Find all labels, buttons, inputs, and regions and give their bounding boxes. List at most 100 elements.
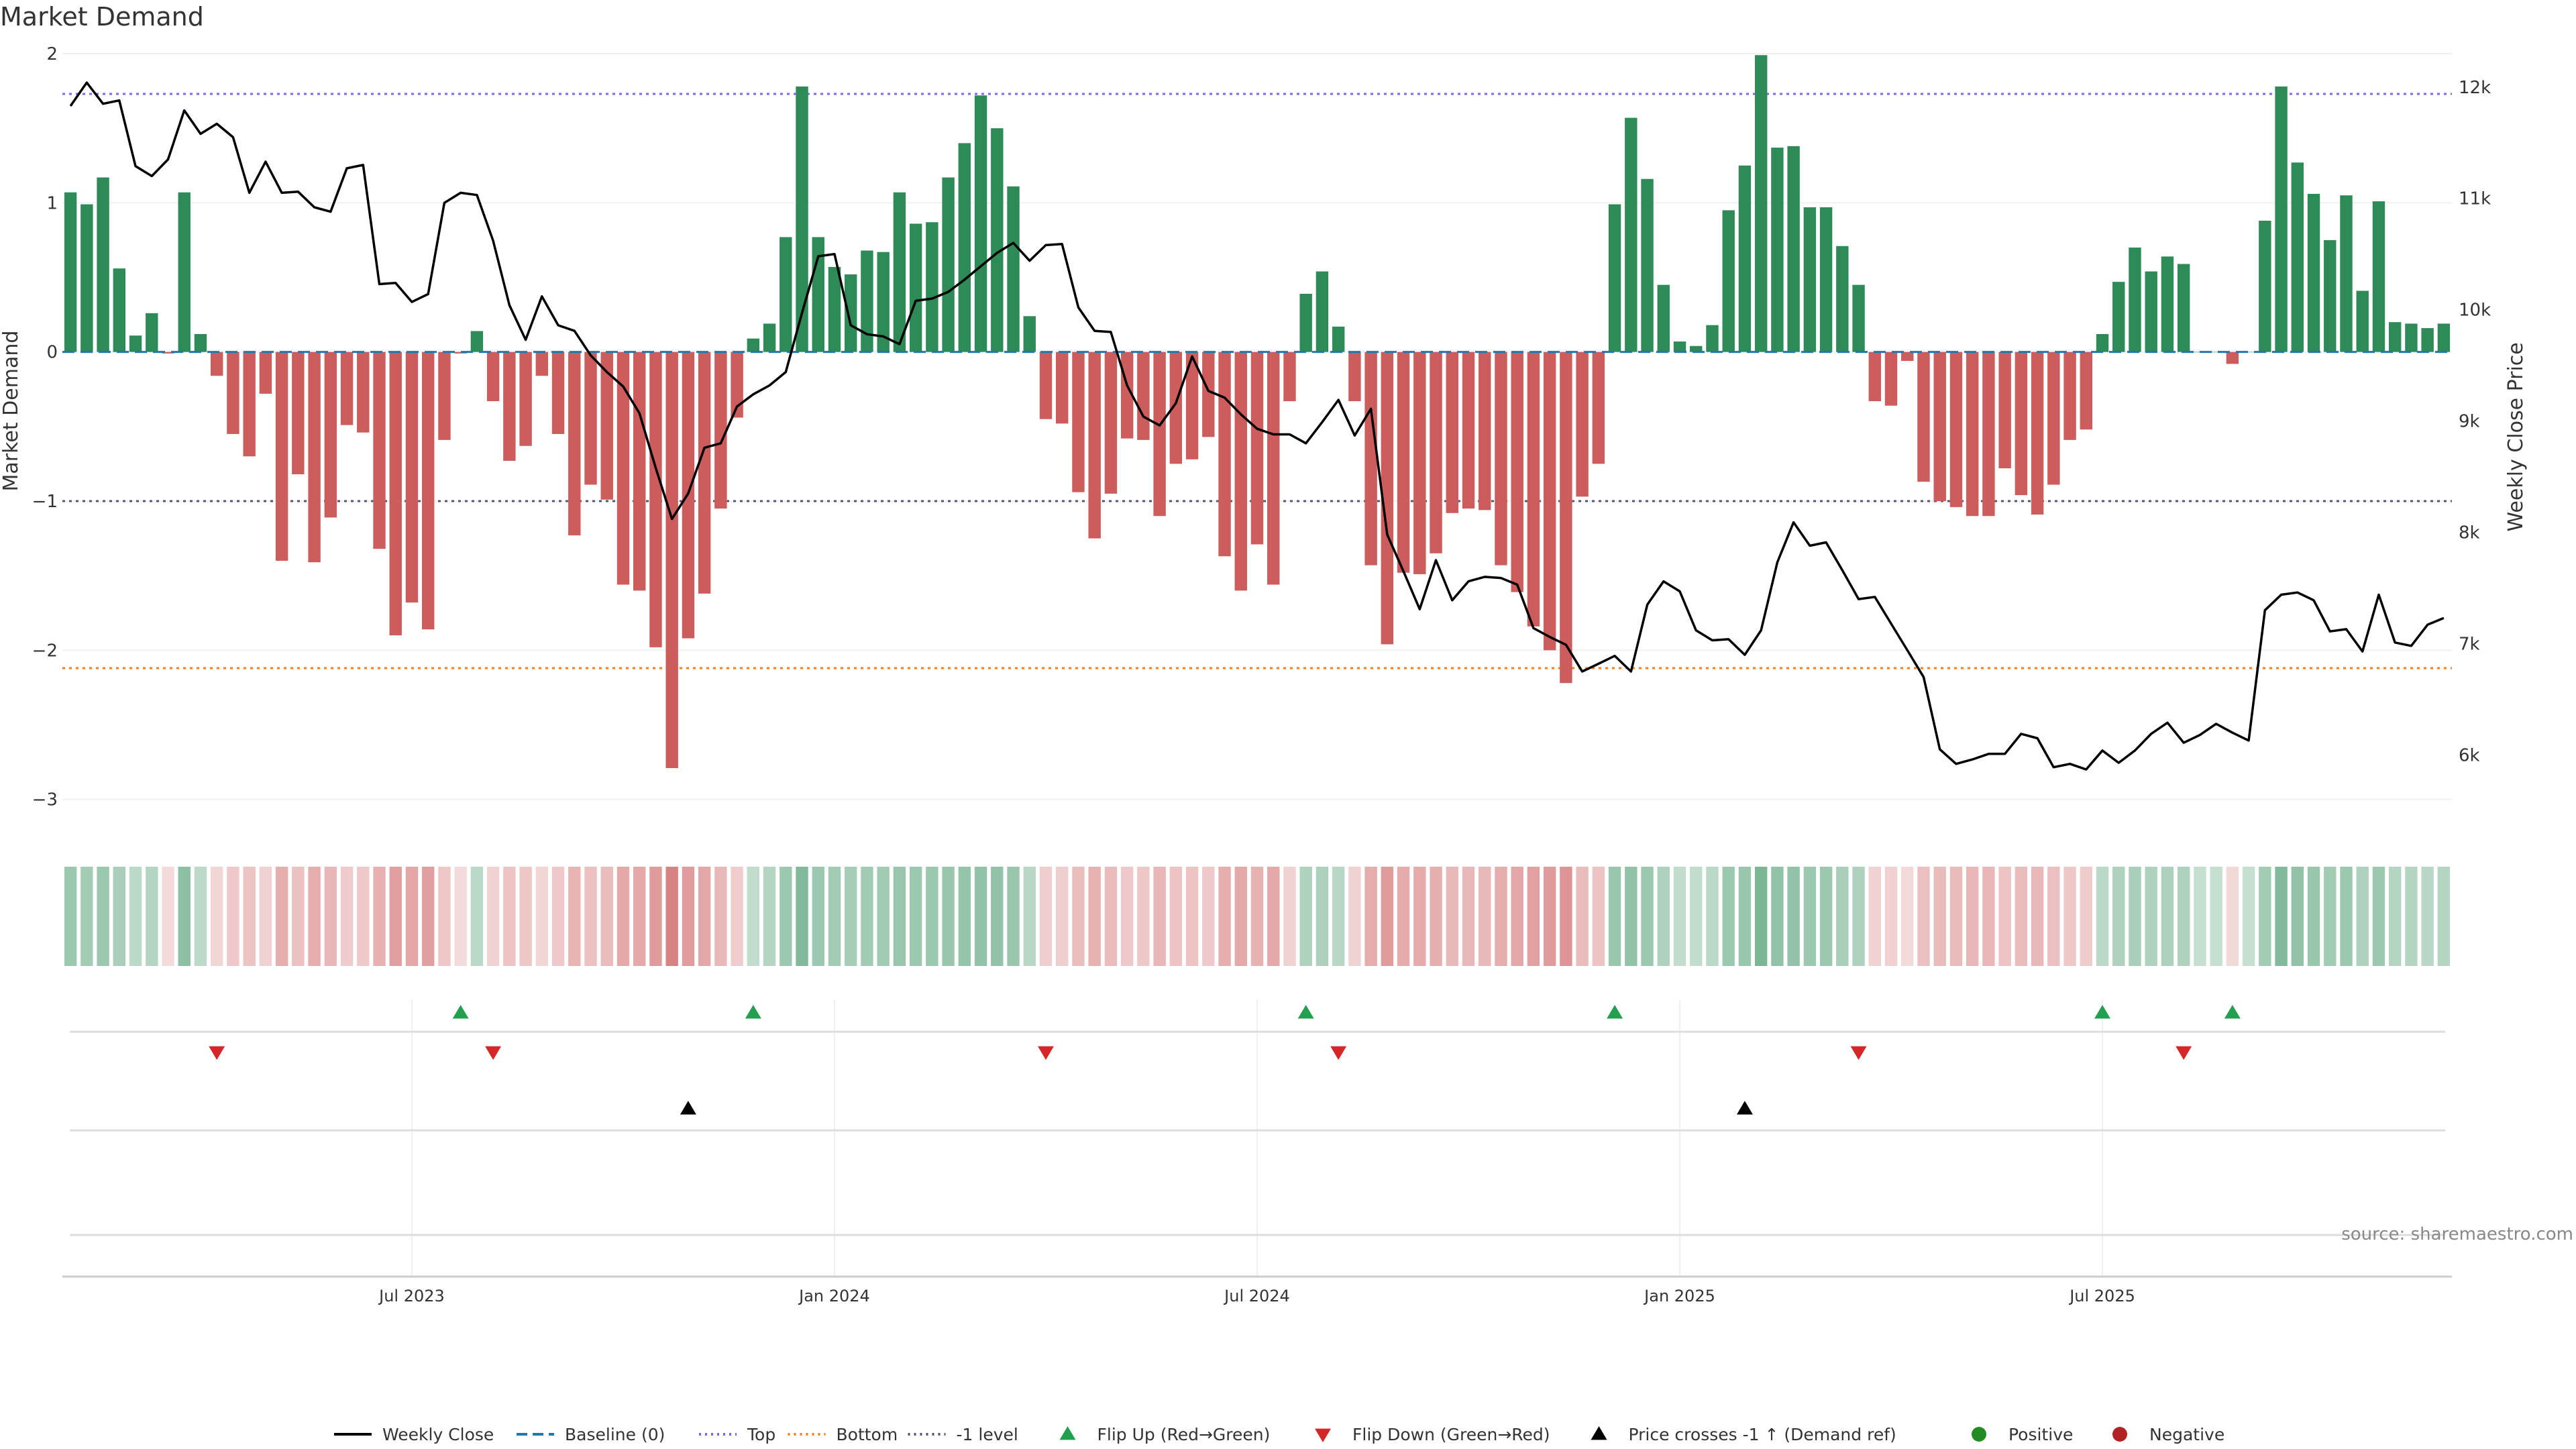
demand-bar <box>162 352 174 354</box>
x-tick-label: Jul 2025 <box>2068 1287 2135 1305</box>
demand-bar <box>828 266 841 352</box>
demand-bar <box>1592 352 1605 464</box>
strength-cell <box>80 867 93 966</box>
y2-tick-label: 9k <box>2459 412 2480 432</box>
demand-bar <box>227 352 239 434</box>
demand-bar <box>1153 352 1166 517</box>
strength-cell <box>194 867 207 966</box>
demand-bar <box>926 222 938 352</box>
strength-cell <box>1803 867 1817 966</box>
strength-cell <box>519 867 532 966</box>
legend-swatch-dot <box>2112 1427 2127 1442</box>
demand-bar <box>2210 352 2222 353</box>
flip-up-marker <box>2094 1005 2111 1019</box>
strength-cell <box>2063 867 2076 966</box>
strength-cell <box>731 867 743 966</box>
demand-bar <box>1966 352 1979 517</box>
strength-cell <box>1884 867 1898 966</box>
strength-cell <box>1479 867 1491 966</box>
demand-bar <box>780 237 792 352</box>
demand-bar <box>1608 204 1621 352</box>
demand-bar <box>1299 293 1312 352</box>
strength-cell <box>926 867 938 966</box>
strength-cell <box>747 867 760 966</box>
strength-cell <box>1754 867 1768 966</box>
strength-cell <box>1072 867 1085 966</box>
strength-cell <box>1250 867 1264 966</box>
strength-cell <box>812 867 824 966</box>
demand-bar <box>796 86 808 352</box>
demand-bar <box>357 352 370 433</box>
strength-cell <box>1137 867 1150 966</box>
y2-tick-label: 7k <box>2459 634 2480 654</box>
strength-cell <box>1511 867 1523 966</box>
strength-cell <box>1771 867 1784 966</box>
demand-bar <box>2145 271 2157 352</box>
legend-label: Price crosses -1 ↑ (Demand ref) <box>1629 1425 1896 1444</box>
demand-bar <box>2324 239 2337 352</box>
legend-label: Positive <box>2008 1425 2073 1444</box>
strength-cell <box>470 867 484 966</box>
demand-bar <box>405 352 419 603</box>
demand-bar <box>861 250 873 352</box>
demand-bar <box>1673 341 1686 352</box>
demand-bar <box>1722 210 1735 352</box>
demand-bar <box>1250 352 1264 545</box>
demand-bar <box>1901 352 1914 361</box>
demand-bar <box>470 331 484 352</box>
strength-cell <box>2259 867 2271 966</box>
strength-cell <box>1543 867 1556 966</box>
strength-cell <box>373 867 386 966</box>
strength-cell <box>1560 867 1572 966</box>
demand-bar <box>1949 352 1963 507</box>
demand-bar <box>2340 195 2353 352</box>
strength-cell <box>113 867 126 966</box>
strength-cell <box>1234 867 1247 966</box>
demand-bar <box>308 352 321 563</box>
demand-bar <box>1787 146 1800 352</box>
demand-bar <box>1543 352 1556 651</box>
legend-label: Negative <box>2149 1425 2224 1444</box>
demand-bar <box>551 352 565 434</box>
strength-cell <box>1120 867 1134 966</box>
strength-cell <box>1690 867 1703 966</box>
demand-bar <box>1738 165 1752 352</box>
y-tick-label: 1 <box>46 193 58 213</box>
demand-bar <box>2242 352 2255 353</box>
strength-cell <box>2194 867 2206 966</box>
strength-cell <box>974 867 987 966</box>
strength-cell <box>551 867 565 966</box>
x-tick-label: Jan 2025 <box>1643 1287 1715 1305</box>
demand-bar <box>1332 326 1345 352</box>
flip-down-marker <box>1330 1046 1347 1060</box>
strength-cell <box>861 867 873 966</box>
demand-bar <box>129 335 142 352</box>
demand-bar <box>1088 352 1101 539</box>
demand-bar <box>1560 352 1572 684</box>
demand-bar <box>1771 148 1784 352</box>
strength-cell <box>1982 867 1995 966</box>
demand-bar <box>2259 221 2271 352</box>
strength-cell <box>2129 867 2141 966</box>
demand-bar <box>1185 352 1199 460</box>
demand-bar <box>194 333 207 352</box>
demand-bar <box>649 352 662 647</box>
strength-cell <box>1738 867 1752 966</box>
strength-cell <box>2437 867 2451 966</box>
demand-bar <box>2405 323 2418 352</box>
demand-bar <box>1137 352 1150 440</box>
strength-cell <box>535 867 549 966</box>
strength-cell <box>2356 867 2369 966</box>
demand-bar <box>600 352 613 500</box>
strength-cell <box>1949 867 1963 966</box>
strength-cell <box>763 867 776 966</box>
strength-cell <box>1527 867 1540 966</box>
demand-bar <box>893 192 906 352</box>
flip-down-marker <box>2176 1046 2192 1060</box>
demand-bar <box>1933 352 1946 501</box>
strength-cell <box>1495 867 1507 966</box>
demand-bar <box>1169 352 1183 464</box>
strength-cell <box>600 867 613 966</box>
flip-up-marker <box>1607 1005 1623 1019</box>
strength-cell <box>1576 867 1589 966</box>
